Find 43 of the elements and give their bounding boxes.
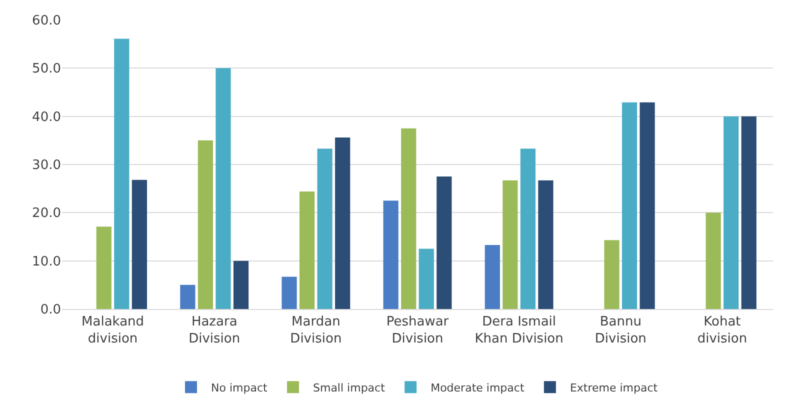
bar xyxy=(502,180,518,309)
bar xyxy=(538,180,554,309)
bar xyxy=(741,116,756,309)
bar xyxy=(622,102,638,309)
x-tick-label: Peshawar Division xyxy=(386,314,450,346)
bar xyxy=(216,68,231,309)
legend-label: Small impact xyxy=(313,381,386,394)
y-tick-label: 50.0 xyxy=(32,62,61,77)
bar xyxy=(198,140,214,309)
bar xyxy=(282,276,297,309)
bar xyxy=(114,38,130,309)
legend-label: No impact xyxy=(211,381,268,394)
bar xyxy=(299,191,315,309)
y-tick-label: 0.0 xyxy=(40,302,61,318)
legend-label: Moderate impact xyxy=(430,381,525,394)
bar xyxy=(484,244,500,309)
bar xyxy=(383,200,398,309)
y-tick-label: 20.0 xyxy=(32,206,61,222)
bar xyxy=(233,260,249,309)
bar xyxy=(436,176,452,309)
bar xyxy=(604,240,620,309)
bar xyxy=(401,128,416,309)
bar xyxy=(317,148,332,309)
bar xyxy=(640,102,655,309)
bar xyxy=(520,148,536,309)
bar xyxy=(180,284,196,309)
bar xyxy=(96,226,112,309)
x-tick-label: Kohat division xyxy=(697,314,748,346)
x-tick-label: Dera Ismail Khan Division xyxy=(474,314,564,346)
y-tick-label: 40.0 xyxy=(32,110,61,125)
y-tick-label: 10.0 xyxy=(32,254,61,270)
bar xyxy=(706,212,721,309)
bar xyxy=(335,138,350,309)
legend-label: Extreme impact xyxy=(570,381,658,394)
bar xyxy=(418,248,434,309)
y-tick-label: 60.0 xyxy=(32,14,61,29)
bar xyxy=(724,116,739,309)
y-tick-label: 30.0 xyxy=(32,158,61,174)
x-tick-label: Bannu Division xyxy=(594,314,646,346)
x-tick-label: Mardan Division xyxy=(290,314,342,346)
bar xyxy=(132,180,147,309)
x-tick-label: Hazara Division xyxy=(188,314,240,346)
x-tick-label: Malakand division xyxy=(82,314,144,346)
